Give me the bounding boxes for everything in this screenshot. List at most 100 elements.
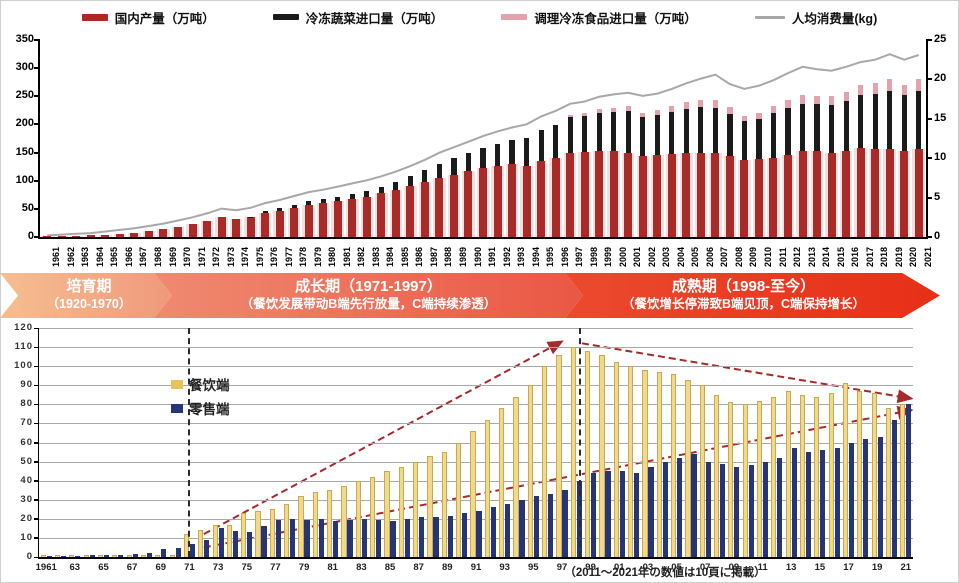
y-axis-tick-label-left: 100 [15,173,34,186]
bar-swatch [501,14,528,20]
x-axis-year-label: 2018 [879,246,890,267]
bar-prepared-food-import [625,106,631,111]
bar-frozen-veg-import [291,204,297,208]
phase-title: 成长期（1971-1997） [295,278,442,296]
phase-banner: 培育期 （1920-1970） 成长期（1971-1997） （餐饮发展带动B端… [0,273,959,318]
y-axis-tick-label: 120 [14,322,33,333]
bar-frozen-veg-import [451,158,457,175]
bar-prepared-food-import [582,113,588,116]
bar-food-service [40,555,46,557]
bar-domestic-production [348,198,357,237]
bar-food-service [885,408,892,557]
phase-divider-line [188,328,190,557]
x-axis-year-label: 1964 [94,246,105,267]
bar-food-service [542,366,548,557]
phase-title: 成熟期（1998-至今） [671,278,816,296]
bar-retail [419,516,425,557]
bar-retail [60,556,67,557]
y-axis-tick-label: 100 [14,360,33,372]
bar-retail [791,448,797,557]
x-axis-year-label: 2008 [733,246,744,267]
x-axis-year-label: 1991 [487,246,497,267]
bar-food-service [241,513,247,557]
bar-frozen-veg-import [553,125,559,159]
top-chart-plot: 0 50 100 150 200 250 300 350 0 5 10 15 20 25 1961 1962 1… [16,33,947,267]
bar-food-service [198,530,204,557]
gridline [39,328,913,329]
x-axis-year-label: 2001 [632,246,643,267]
bar-domestic-production [188,224,197,237]
bar-frozen-veg-import [770,113,777,158]
bar-food-service [570,347,576,557]
bar-domestic-production [508,164,517,237]
x-axis-year-label: 71 [184,562,195,573]
bar-food-service [814,396,820,557]
bar-domestic-production [290,207,299,237]
axis-tick [34,461,39,463]
bar-retail [89,555,95,557]
gridline [39,461,913,463]
bar-domestic-production [580,152,589,237]
bar-prepared-food-import [756,112,762,119]
bar-food-service [97,555,104,557]
bottom-chart-plot: 餐饮端 零售端 0 10 20 30 40 50 60 70 80 90 100 110 120 1961 6… [14,322,914,573]
y-axis-tick-label: 80 [20,398,33,410]
y-axis-tick-label-left: 200 [15,117,34,130]
bar-retail [634,473,640,557]
x-axis-year-label: 11 [757,562,768,573]
bar-retail [591,473,597,557]
bar-swatch [81,13,108,21]
legend-label: 国内产量（万吨） [114,11,215,26]
axis-tick [926,78,932,81]
legend-item-3: 人均消费量(kg) [754,8,878,27]
bar-food-service [527,385,533,557]
bar-domestic-production [537,161,546,237]
bar-domestic-production [232,219,241,237]
bar-frozen-veg-import [814,104,820,151]
bar-prepared-food-import [916,79,922,91]
x-axis-year-label: 1998 [588,246,599,267]
x-axis-year-label: 1972 [211,246,221,267]
axis-tick [34,422,39,425]
bar-food-service [771,396,777,557]
axis-tick [34,236,40,238]
bar-prepared-food-import [698,99,704,107]
bar-food-service [556,354,562,557]
bar-food-service [54,555,61,557]
bar-retail [648,467,654,557]
gridline [39,404,913,406]
phase-growth: 成长期（1971-1997） （餐饮发展带动B端先行放量，C端持续渗透） [154,273,583,318]
x-axis-year-label: 69 [155,562,167,573]
y-axis-tick-label-right: 5 [934,190,941,203]
legend-label: 人均消费量(kg) [791,11,878,26]
phase-subtitle: （1920-1970） [46,297,132,312]
bar-domestic-production [362,196,371,237]
bar-domestic-production [86,235,95,237]
bar-retail [605,471,611,557]
bar-food-service [728,402,734,557]
bar-retail [333,520,339,557]
bar-domestic-production [464,171,473,237]
bar-retail [734,467,740,557]
axis-tick [926,196,932,199]
bar-prepared-food-import [785,100,791,109]
bar-retail [676,457,683,557]
phase-maturity: 成熟期（1998-至今） （餐饮增长停滞致B端见顶，C端保持增长） [565,273,940,318]
bar-food-service [155,555,161,557]
x-axis-year-label: 2009 [748,246,759,267]
x-axis-year-label: 1990 [472,246,483,267]
x-axis-year-label: 1994 [530,246,541,267]
axis-tick [926,117,932,120]
bar-retail [762,461,769,557]
bar-domestic-production [43,236,52,237]
bar-domestic-production [377,193,386,237]
x-axis-year-label: 1973 [225,246,236,267]
bar-retail [261,525,267,557]
bar-domestic-production [391,189,400,237]
y-axis-tick-label-left: 300 [15,61,34,74]
bar-food-service [255,511,261,557]
bar-retail [519,499,525,557]
y-axis-tick-label: 10 [20,531,33,543]
bar-retail [175,547,181,557]
bar-frozen-veg-import [480,148,486,168]
